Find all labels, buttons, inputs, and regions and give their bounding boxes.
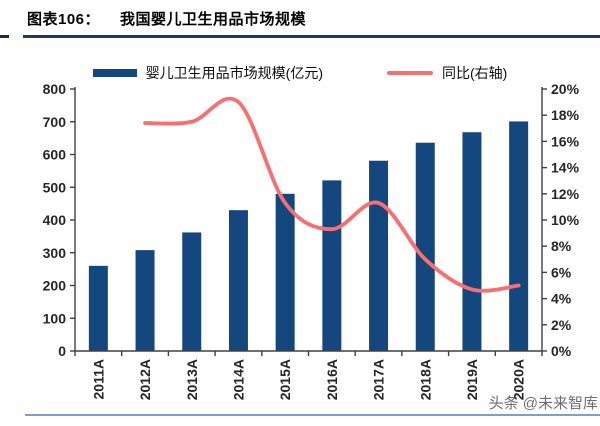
legend-label-bar-series: 婴儿卫生用品市场规模(亿元) <box>145 65 323 81</box>
bar-2012A <box>135 250 155 351</box>
bar-2014A <box>228 210 248 351</box>
right-axis-label-4: 4% <box>551 291 572 307</box>
left-axis-label-500: 500 <box>43 179 67 195</box>
left-axis-label-100: 100 <box>43 310 67 326</box>
left-axis-label-300: 300 <box>43 245 67 261</box>
x-axis-label-2011A: 2011A <box>90 359 106 399</box>
bar-2017A <box>369 160 389 351</box>
x-axis-label-2015A: 2015A <box>277 359 293 400</box>
bar-2015A <box>275 193 295 351</box>
bar-series-swatch-icon <box>92 69 137 77</box>
right-axis-label-20: 20% <box>551 81 580 97</box>
line-series-swatch-icon <box>387 71 433 75</box>
right-axis-label-12: 12% <box>551 186 580 202</box>
x-axis-label-2020A: 2020A <box>511 359 527 400</box>
figure-title-row: 图表106： 我国婴儿卫生用品市场规模 <box>27 8 306 29</box>
x-axis-label-2013A: 2013A <box>184 359 200 400</box>
figure-title: 我国婴儿卫生用品市场规模 <box>120 11 307 28</box>
left-axis-label-0: 0 <box>58 343 66 359</box>
left-axis-label-800: 800 <box>43 81 67 97</box>
legend-item-line-series: 同比(右轴) <box>387 63 507 83</box>
x-axis-label-2014A: 2014A <box>230 359 246 400</box>
bottom-rule <box>25 414 600 416</box>
bar-2013A <box>182 232 202 351</box>
bar-2016A <box>322 180 342 351</box>
legend-label-line-series: 同比(右轴) <box>442 65 508 81</box>
left-axis-label-200: 200 <box>43 278 67 294</box>
x-axis-label-2016A: 2016A <box>324 359 340 400</box>
left-axis-label-700: 700 <box>43 114 67 130</box>
yoy-growth-line <box>143 96 521 293</box>
left-axis-label-400: 400 <box>43 212 67 228</box>
bar-2011A <box>88 265 108 351</box>
right-axis-label-10: 10% <box>551 212 580 228</box>
x-axis-label-2012A: 2012A <box>137 359 153 400</box>
title-underline <box>23 35 600 38</box>
legend-item-bar-series: 婴儿卫生用品市场规模(亿元) <box>92 63 323 83</box>
right-axis-label-2: 2% <box>551 317 572 333</box>
left-axis-label-600: 600 <box>43 147 67 163</box>
right-axis-label-18: 18% <box>551 107 580 123</box>
x-axis-label-2019A: 2019A <box>464 359 480 400</box>
right-axis-label-14: 14% <box>551 160 580 176</box>
figure-number-label: 图表106： <box>27 11 101 28</box>
chart-legend: 婴儿卫生用品市场规模(亿元) 同比(右轴) <box>0 63 600 83</box>
right-axis-label-8: 8% <box>551 238 572 254</box>
x-axis-label-2018A: 2018A <box>417 359 433 400</box>
bar-2019A <box>462 132 482 351</box>
x-axis-label-2017A: 2017A <box>371 359 387 400</box>
right-axis-label-0: 0% <box>551 343 572 359</box>
bar-2018A <box>415 142 435 351</box>
watermark: 头条 @未来智库 <box>488 395 598 412</box>
bar-2020A <box>509 121 529 351</box>
right-axis-label-16: 16% <box>551 133 580 149</box>
title-rule-stub <box>0 35 9 38</box>
right-axis-label-6: 6% <box>551 264 572 280</box>
